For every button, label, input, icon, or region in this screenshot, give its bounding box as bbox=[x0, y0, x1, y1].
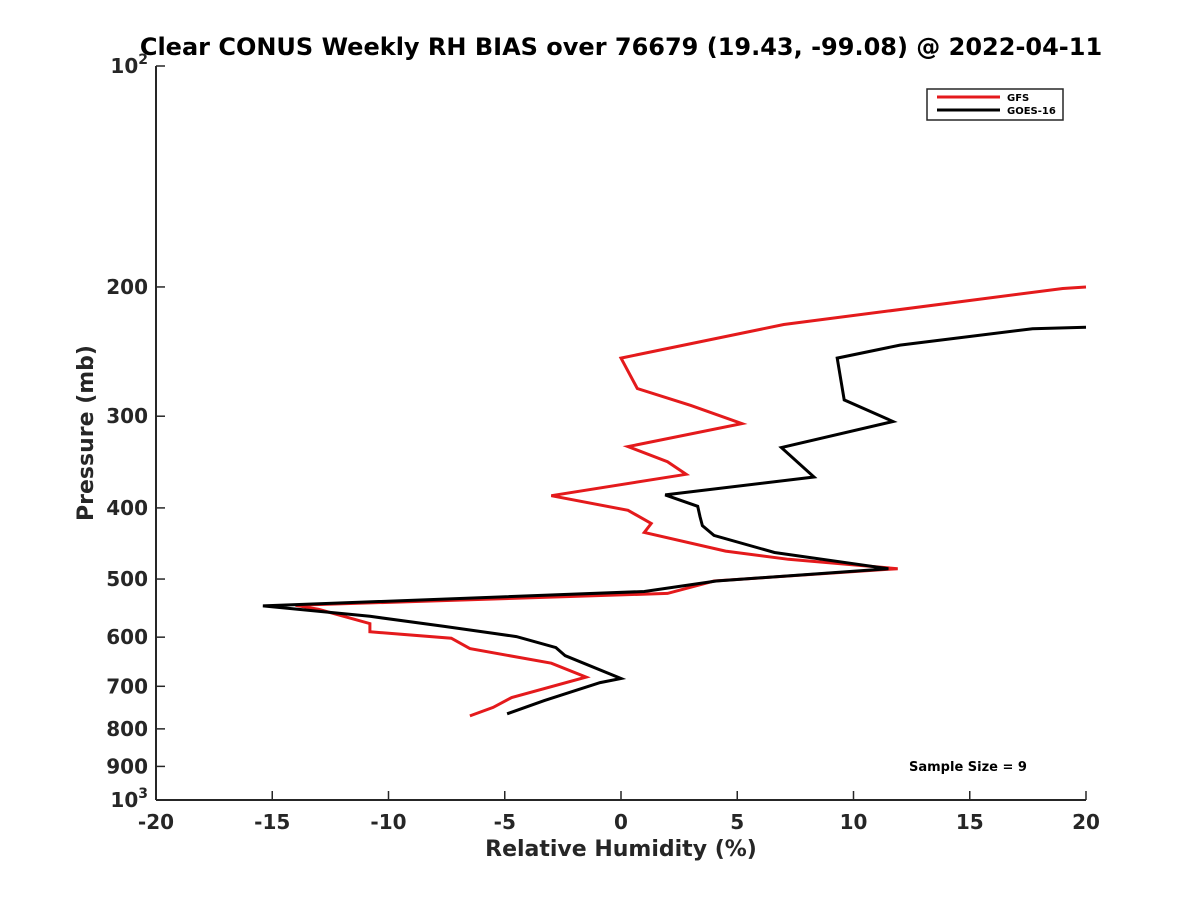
x-tick-label: 15 bbox=[956, 810, 984, 834]
y-tick-label: 400 bbox=[106, 496, 148, 520]
chart-title: Clear CONUS Weekly RH BIAS over 76679 (1… bbox=[140, 33, 1102, 61]
x-tick-label: -10 bbox=[370, 810, 406, 834]
x-tick-label: 20 bbox=[1072, 810, 1100, 834]
legend: GFS GOES-16 bbox=[926, 88, 1064, 121]
x-tick-label: 0 bbox=[614, 810, 628, 834]
y-tick-label: 103 bbox=[110, 786, 148, 812]
series-line-gfs bbox=[295, 285, 1087, 718]
legend-label-gfs: GFS bbox=[1007, 93, 1029, 104]
y-axis-ticks: 102 200 300 400 500 600 700 800 900 103 bbox=[106, 52, 165, 812]
x-axis-ticks: -20 -15 -10 -5 0 5 10 15 20 bbox=[138, 791, 1100, 834]
y-axis-label: Pressure (mb) bbox=[74, 345, 99, 521]
x-tick-label: -20 bbox=[138, 810, 174, 834]
y-tick-label: 200 bbox=[106, 275, 148, 299]
x-tick-label: 5 bbox=[730, 810, 744, 834]
series-lines bbox=[262, 285, 1087, 718]
y-tick-label: 600 bbox=[106, 625, 148, 649]
x-axis-label: Relative Humidity (%) bbox=[485, 837, 757, 862]
x-tick-label: 10 bbox=[840, 810, 868, 834]
y-tick-label: 900 bbox=[106, 754, 148, 778]
x-tick-label: -5 bbox=[494, 810, 516, 834]
sample-size-annotation: Sample Size = 9 bbox=[909, 760, 1027, 775]
y-tick-label: 102 bbox=[110, 52, 148, 78]
y-tick-label: 300 bbox=[106, 404, 148, 428]
x-tick-label: -15 bbox=[254, 810, 290, 834]
y-tick-label: 800 bbox=[106, 717, 148, 741]
legend-label-goes-16: GOES-16 bbox=[1007, 106, 1056, 117]
y-tick-label: 700 bbox=[106, 674, 148, 698]
legend-box bbox=[926, 88, 1064, 121]
y-tick-label: 500 bbox=[106, 567, 148, 591]
series-line-goes-16 bbox=[262, 325, 1087, 716]
